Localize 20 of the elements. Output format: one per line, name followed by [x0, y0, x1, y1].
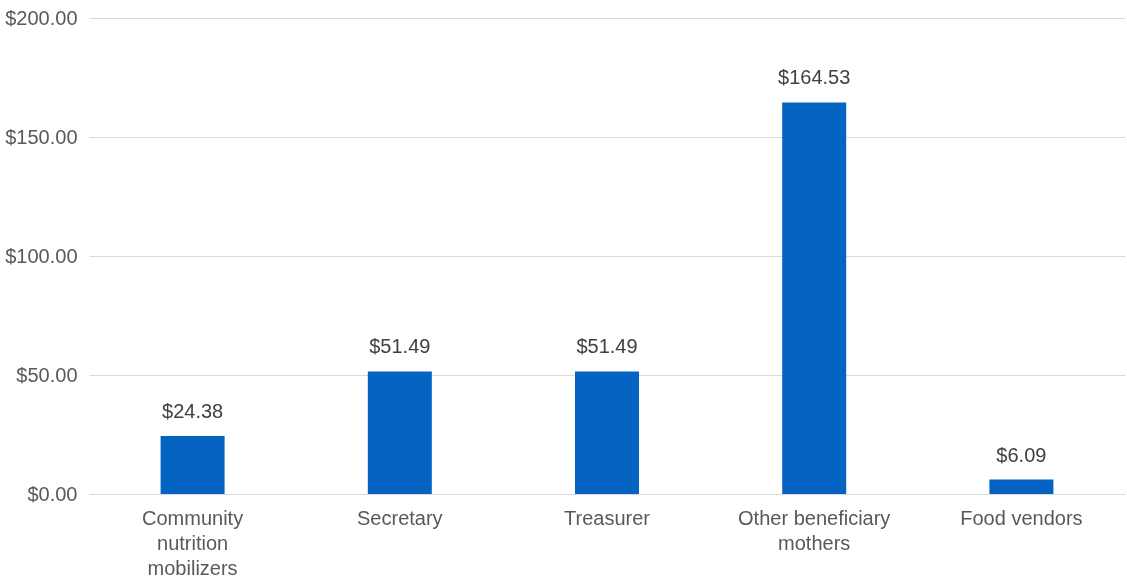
x-tick-label: Secretary: [357, 506, 443, 529]
data-label: $51.49: [369, 335, 431, 358]
y-tick-label: $200.00: [5, 6, 78, 29]
x-tick-label: Community nutrition mobilizers: [142, 506, 244, 579]
y-tick-label: $50.00: [16, 363, 78, 386]
data-label: $164.53: [778, 66, 851, 89]
bar: [989, 479, 1054, 494]
y-tick-label: $150.00: [5, 125, 78, 148]
x-tick-label: Food vendors: [960, 506, 1083, 529]
bar: [160, 435, 225, 494]
bar: [367, 371, 432, 494]
y-tick-label: $100.00: [5, 244, 78, 267]
bar: [782, 102, 847, 494]
data-label: $51.49: [576, 335, 638, 358]
data-label: $24.38: [162, 399, 224, 422]
x-tick-label: Other beneficiary mothers: [738, 506, 891, 554]
data-label: $6.09: [996, 443, 1047, 466]
bar: [575, 371, 639, 494]
x-tick-label: Treasurer: [564, 506, 651, 529]
y-tick-label: $0.00: [27, 482, 78, 505]
